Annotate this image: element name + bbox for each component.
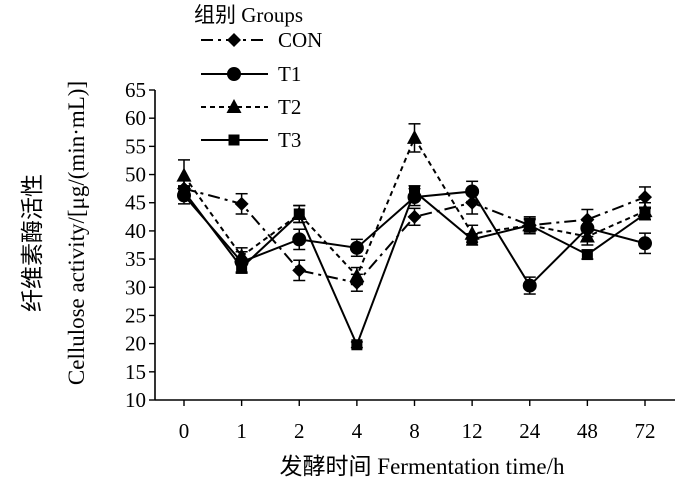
legend-marker — [226, 99, 242, 113]
data-point — [292, 263, 307, 278]
legend-label: T3 — [278, 128, 301, 152]
x-tick-label: 12 — [462, 419, 483, 443]
y-tick-label: 50 — [125, 163, 146, 187]
y-tick-label: 60 — [125, 106, 146, 130]
x-tick-label: 2 — [294, 419, 305, 443]
data-point — [349, 268, 365, 282]
y-tick-label: 40 — [125, 219, 146, 243]
data-point — [524, 219, 536, 231]
legend-marker — [227, 33, 241, 47]
x-ticks: 0 1 2 4 8 12 24 48 72 — [179, 400, 656, 443]
x-tick-label: 4 — [352, 419, 363, 443]
x-tick-label: 1 — [236, 419, 247, 443]
series-t3 — [178, 185, 651, 351]
y-tick-label: 35 — [125, 247, 146, 271]
legend-item-t2: T2 — [201, 95, 301, 119]
x-tick-label: 24 — [519, 419, 541, 443]
data-point — [407, 129, 422, 144]
y-tick-label: 10 — [125, 388, 146, 412]
legend-marker — [227, 67, 241, 81]
x-axis-title: 发酵时间 Fermentation time/h — [280, 454, 565, 479]
data-point — [176, 167, 192, 182]
legend-item-t1: T1 — [201, 62, 301, 86]
legend-label: T1 — [278, 62, 301, 86]
data-point — [293, 208, 305, 220]
series — [176, 123, 653, 351]
y-axis-title-en: Cellulose activity/[μg/(min·mL)] — [64, 81, 89, 385]
series-t1 — [177, 180, 652, 295]
y-tick-label: 20 — [125, 332, 146, 356]
legend: 组别 Groups CON T1 T2 T3 — [194, 3, 322, 152]
legend-item-con: CON — [201, 28, 322, 52]
y-tick-label: 15 — [125, 360, 146, 384]
data-point — [465, 184, 480, 199]
legend-label: CON — [278, 28, 322, 52]
legend-marker — [228, 134, 240, 146]
data-point — [234, 196, 249, 211]
data-point — [351, 339, 363, 351]
y-axis-title-cn: 纤维素酶活性 — [20, 174, 45, 312]
y-tick-label: 45 — [125, 191, 146, 215]
y-tick-label: 30 — [125, 275, 146, 299]
data-point — [409, 185, 420, 197]
legend-item-t3: T3 — [201, 128, 301, 152]
data-point — [236, 262, 248, 274]
data-point — [466, 233, 478, 245]
data-point — [292, 232, 307, 247]
data-point — [349, 240, 364, 255]
data-point — [178, 185, 190, 197]
x-tick-label: 0 — [179, 419, 190, 443]
data-point — [234, 248, 250, 263]
data-point — [522, 278, 537, 293]
y-tick-label: 25 — [125, 303, 146, 327]
y-tick-label: 55 — [125, 134, 146, 158]
x-tick-label: 8 — [409, 419, 420, 443]
data-point — [465, 195, 480, 210]
data-point — [638, 190, 652, 205]
y-ticks: 10 15 20 25 30 35 40 45 50 55 60 65 — [125, 78, 155, 412]
data-point — [638, 236, 652, 251]
legend-title: 组别 Groups — [194, 3, 303, 27]
legend-items: CON T1 T2 T3 — [201, 28, 322, 152]
y-tick-label: 65 — [125, 78, 146, 102]
x-tick-label: 48 — [577, 419, 598, 443]
series-line — [183, 135, 646, 278]
x-tick-label: 72 — [635, 419, 656, 443]
data-point — [639, 208, 651, 220]
data-point — [579, 228, 595, 243]
legend-label: T2 — [278, 95, 301, 119]
data-point — [407, 209, 422, 224]
data-point — [581, 249, 593, 261]
